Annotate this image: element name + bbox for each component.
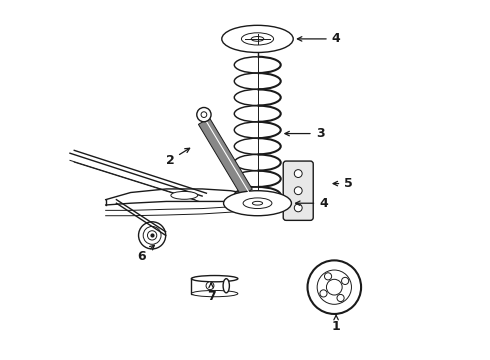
Text: 7: 7 (207, 283, 216, 303)
Circle shape (206, 282, 214, 290)
Text: 4: 4 (297, 32, 341, 45)
Polygon shape (198, 118, 252, 196)
Circle shape (308, 260, 361, 314)
Circle shape (294, 170, 302, 177)
Text: 1: 1 (332, 314, 341, 333)
Ellipse shape (192, 291, 238, 297)
Ellipse shape (223, 279, 229, 293)
FancyBboxPatch shape (283, 161, 313, 220)
Circle shape (324, 273, 332, 280)
Ellipse shape (222, 25, 293, 53)
Circle shape (294, 204, 302, 212)
Text: 6: 6 (137, 245, 154, 263)
Circle shape (337, 294, 344, 302)
Circle shape (294, 187, 302, 195)
Text: 3: 3 (285, 127, 324, 140)
Circle shape (342, 277, 349, 284)
Text: 2: 2 (166, 148, 190, 167)
FancyBboxPatch shape (192, 278, 226, 294)
Ellipse shape (192, 275, 238, 282)
Text: 4: 4 (295, 197, 328, 210)
Text: 5: 5 (333, 177, 353, 190)
Ellipse shape (223, 191, 292, 216)
Ellipse shape (171, 192, 197, 199)
Circle shape (197, 108, 211, 122)
Circle shape (320, 290, 327, 297)
